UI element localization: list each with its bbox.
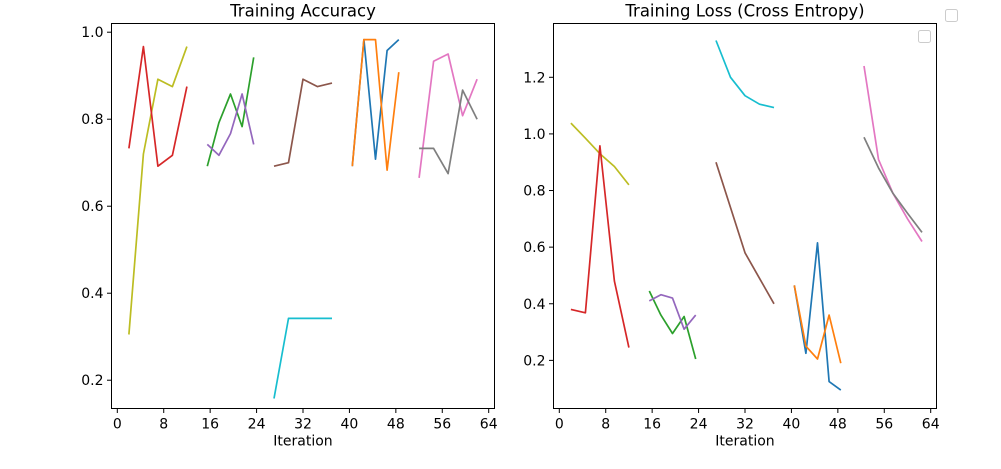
series-line-2 xyxy=(128,45,188,168)
chart-title: Training Loss (Cross Entropy) xyxy=(624,2,864,21)
y-tick-label: 0.6 xyxy=(81,199,103,215)
x-tick-label: 24 xyxy=(248,417,266,433)
legend-box xyxy=(918,30,931,43)
x-tick-label: 56 xyxy=(433,417,451,433)
x-tick-label: 40 xyxy=(783,417,801,433)
series-line-6 xyxy=(715,161,775,305)
y-tick-label: 0.8 xyxy=(523,184,545,200)
chart-2: 0 8 16 24 32 40 48 56 64 0.2 0.4 0.6 0.8 1.0 1.2 Traini… xyxy=(523,2,939,450)
y-tick-label: 0.6 xyxy=(523,240,545,256)
x-tick-label: 0 xyxy=(113,417,122,433)
x-tick-label: 16 xyxy=(201,417,219,433)
series-line-7 xyxy=(793,242,842,391)
x-tick-label: 56 xyxy=(875,417,893,433)
series-line-3 xyxy=(206,57,255,167)
x-axis-label: Iteration xyxy=(715,434,774,450)
series-line-5 xyxy=(715,40,775,109)
series-group xyxy=(128,38,478,399)
series-line-8 xyxy=(351,38,400,171)
x-tick-label: 8 xyxy=(159,417,168,433)
x-tick-label: 64 xyxy=(922,417,940,433)
y-tick-label: 1.0 xyxy=(81,25,103,41)
x-tick-label: 0 xyxy=(555,417,564,433)
series-line-1 xyxy=(128,46,188,335)
x-tick-label: 48 xyxy=(387,417,405,433)
series-line-10 xyxy=(863,136,923,233)
figure-legend-box xyxy=(945,9,958,22)
x-tick-label: 32 xyxy=(294,417,312,433)
x-tick-label: 16 xyxy=(643,417,661,433)
series-line-2 xyxy=(570,144,630,348)
y-tick-label: 1.2 xyxy=(523,70,545,86)
chart-panels: 0 8 16 24 32 40 48 56 64 0.2 0.4 0.6 0.8 1.0 Training … xyxy=(81,2,939,450)
series-line-10 xyxy=(419,89,478,175)
series-line-8 xyxy=(793,285,842,364)
series-line-3 xyxy=(648,290,697,360)
chart-1: 0 8 16 24 32 40 48 56 64 0.2 0.4 0.6 0.8 1.0 Training … xyxy=(81,2,497,450)
x-tick-label: 40 xyxy=(341,417,359,433)
chart-title: Training Accuracy xyxy=(229,2,376,21)
series-line-4 xyxy=(648,293,697,331)
y-tick-label: 0.2 xyxy=(81,373,103,389)
y-tick-label: 0.8 xyxy=(81,112,103,128)
y-tick-label: 1.0 xyxy=(523,127,545,143)
series-line-9 xyxy=(418,53,478,179)
series-line-4 xyxy=(206,93,255,157)
y-tick-label: 0.4 xyxy=(523,297,545,313)
y-tick-label: 0.4 xyxy=(81,286,103,302)
x-tick-label: 24 xyxy=(690,417,708,433)
y-tick-label: 0.2 xyxy=(523,353,545,369)
x-tick-label: 48 xyxy=(829,417,847,433)
x-axis-label: Iteration xyxy=(273,434,332,450)
x-tick-label: 64 xyxy=(480,417,498,433)
x-tick-label: 8 xyxy=(601,417,610,433)
x-tick-label: 32 xyxy=(736,417,754,433)
series-group xyxy=(570,40,923,391)
series-line-5 xyxy=(273,317,332,399)
series-line-6 xyxy=(273,78,333,168)
